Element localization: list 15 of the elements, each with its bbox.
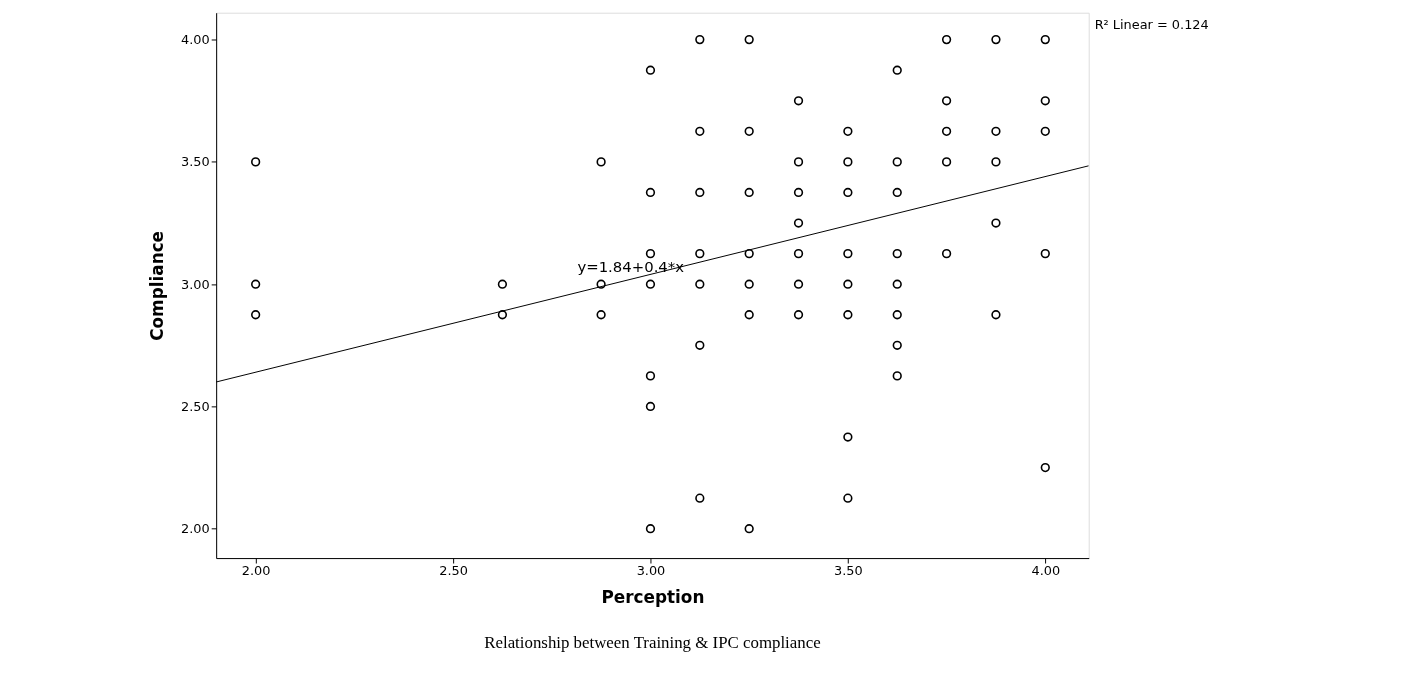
y-tick-label: 2.00 <box>181 521 210 537</box>
x-tick-label: 2.50 <box>439 563 468 579</box>
y-tick-label: 3.00 <box>181 276 210 292</box>
x-tick-label: 4.00 <box>1031 563 1061 579</box>
x-tick-label: 2.00 <box>241 563 271 579</box>
y-tick-label: 3.50 <box>181 154 210 170</box>
y-tick-label: 4.00 <box>181 32 210 48</box>
y-tick-label: 2.50 <box>181 398 210 414</box>
y-axis-title: Compliance <box>147 230 168 341</box>
x-tick-label: 3.00 <box>636 563 666 579</box>
text: Relationship between Training & IPC compliance <box>484 633 821 653</box>
x-tick-label: 3.50 <box>834 563 863 579</box>
annotation: y=1.84+0.4*x <box>577 257 685 276</box>
text: R² Linear = 0.124 <box>1094 16 1209 32</box>
x-axis-title: Perception <box>601 587 705 608</box>
